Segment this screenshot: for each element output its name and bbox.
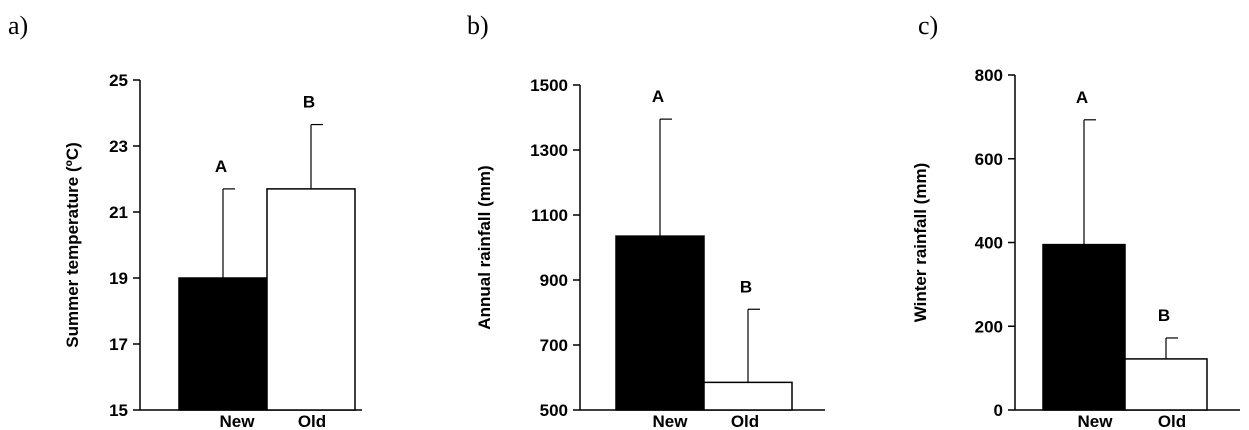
y-tick-label-2-0: 0 bbox=[994, 401, 1003, 420]
y-tick-label-0-0: 15 bbox=[109, 401, 128, 420]
panel-label-0: a) bbox=[8, 11, 28, 40]
bar-0-new bbox=[178, 277, 268, 411]
y-tick-label-0-4: 23 bbox=[109, 137, 128, 156]
y-tick-label-2-4: 800 bbox=[975, 66, 1003, 85]
y-tick-label-0-1: 17 bbox=[109, 335, 128, 354]
bar-0-old bbox=[266, 188, 356, 411]
y-tick-label-0-2: 19 bbox=[109, 269, 128, 288]
significance-label-1-1: B bbox=[740, 277, 752, 296]
y-tick-label-1-2: 900 bbox=[540, 271, 568, 290]
bar-1-new bbox=[615, 235, 705, 411]
y-tick-label-0-5: 25 bbox=[109, 71, 128, 90]
y-tick-label-1-4: 1300 bbox=[530, 141, 568, 160]
category-label-0-1: Old bbox=[298, 412, 326, 430]
y-tick-label-1-1: 700 bbox=[540, 336, 568, 355]
panel-label-1: b) bbox=[467, 11, 489, 40]
significance-label-1-0: A bbox=[652, 87, 664, 106]
bar-2-new bbox=[1042, 243, 1126, 411]
category-label-2-1: Old bbox=[1158, 412, 1186, 430]
y-tick-label-1-3: 1100 bbox=[531, 206, 568, 225]
category-label-2-0: New bbox=[1078, 412, 1114, 430]
y-tick-label-1-0: 500 bbox=[540, 401, 568, 420]
significance-label-0-1: B bbox=[303, 93, 315, 112]
y-tick-label-1-5: 1500 bbox=[530, 76, 568, 95]
bar-1-old bbox=[703, 381, 793, 411]
y-axis-title-0: Summer temperature (ºC) bbox=[63, 142, 82, 348]
y-tick-label-0-3: 21 bbox=[109, 203, 128, 222]
y-tick-label-2-3: 600 bbox=[975, 150, 1003, 169]
panel-label-2: c) bbox=[918, 11, 938, 40]
y-axis-title-1: Annual rainfall (mm) bbox=[475, 165, 494, 329]
significance-label-2-0: A bbox=[1076, 88, 1088, 107]
bar-2-old bbox=[1124, 358, 1208, 411]
y-axis-title-2: Winter rainfall (mm) bbox=[911, 163, 930, 322]
y-tick-label-2-2: 400 bbox=[975, 234, 1003, 253]
y-tick-label-2-1: 200 bbox=[975, 317, 1003, 336]
category-label-1-1: Old bbox=[731, 412, 759, 430]
significance-label-2-1: B bbox=[1158, 306, 1170, 325]
significance-label-0-0: A bbox=[215, 157, 227, 176]
category-label-0-0: New bbox=[220, 412, 256, 430]
category-label-1-0: New bbox=[653, 412, 689, 430]
